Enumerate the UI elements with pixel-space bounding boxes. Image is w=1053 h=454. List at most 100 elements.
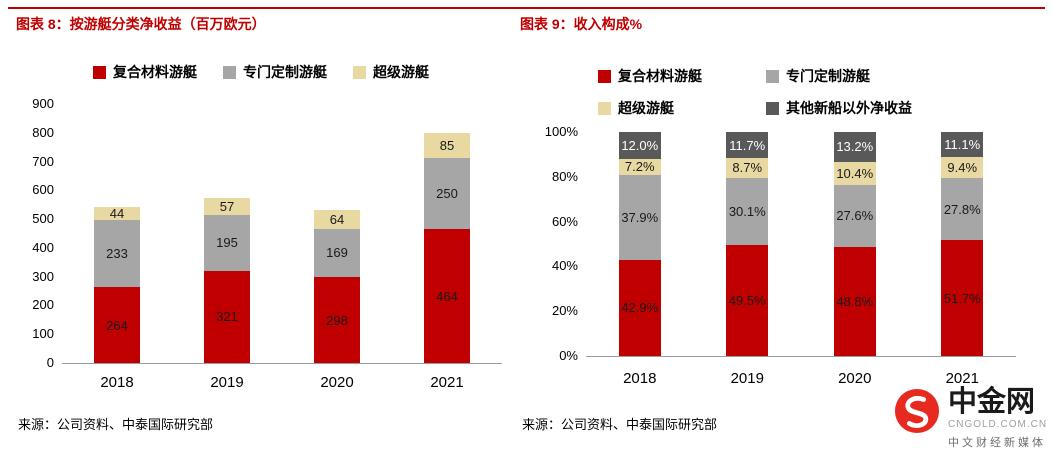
bar-value-label: 169	[326, 245, 348, 261]
x-axis-label: 2020	[320, 374, 354, 391]
cngold-logo-icon	[894, 388, 940, 434]
bar-segment: 195	[204, 214, 250, 271]
legend-item: 超级游艇	[598, 98, 766, 118]
bar-value-label: 42.9%	[621, 300, 659, 316]
plot-area: 42.9% 37.9% 7.2% 12.0% 49.5% 30.1% 8.7% 11.7% 48…	[586, 132, 1016, 357]
bar-segment: 57	[204, 198, 250, 215]
x-axis-label: 2021	[945, 370, 979, 387]
bar-value-label: 7.2%	[624, 159, 655, 175]
legend-swatch	[766, 69, 779, 83]
legend-swatch	[766, 101, 779, 115]
bar-segment: 250	[424, 157, 470, 230]
y-tick-label: 200	[32, 297, 54, 313]
bar-segment: 10.4%	[833, 161, 876, 185]
bar-value-label: 57	[219, 198, 235, 214]
y-tick-label: 700	[32, 153, 54, 169]
source-note: 来源：公司资料、中泰国际研究部	[522, 417, 718, 432]
bar-segment: 49.5%	[726, 245, 769, 356]
x-axis-label: 2018	[623, 370, 657, 387]
y-tick-label: 600	[32, 182, 54, 198]
bar-value-label: 48.8%	[836, 293, 874, 309]
bar-segment: 27.6%	[833, 184, 876, 247]
bar-2020: 298 169 64	[314, 210, 360, 363]
bar-value-label: 11.1%	[944, 136, 981, 152]
x-axis-label: 2021	[430, 374, 464, 391]
logo-tagline: 中文财经新媒体	[948, 437, 1046, 449]
x-axis-label: 2019	[730, 370, 764, 387]
legend-label: 超级游艇	[373, 64, 429, 80]
y-tick-label: 300	[32, 268, 54, 284]
bar-2020: 48.8% 27.6% 10.4% 13.2%	[833, 132, 876, 356]
legend-item: 复合材料游艇	[93, 62, 197, 82]
legend-label: 超级游艇	[618, 100, 674, 116]
bar-segment: 85	[424, 133, 470, 158]
chart-title: 图表 8：按游艇分类净收益（百万欧元）	[16, 16, 266, 32]
bar-value-label: 85	[439, 137, 455, 153]
bar-segment: 44	[94, 206, 140, 222]
bar-value-label: 10.4%	[836, 165, 874, 181]
legend-label: 专门定制游艇	[786, 68, 870, 84]
source-note: 来源：公司资料、中泰国际研究部	[18, 417, 214, 432]
legend-item: 专门定制游艇	[223, 62, 327, 82]
bar-value-label: 30.1%	[728, 203, 766, 219]
legend-item: 复合材料游艇	[598, 66, 766, 86]
bar-2019: 321 195 57	[204, 198, 250, 363]
logo-domain: CNGOLD.COM.CN	[948, 419, 1048, 430]
chart-title: 图表 9：收入构成%	[520, 16, 643, 32]
bar-value-label: 9.4%	[947, 159, 978, 175]
bar-segment: 64	[314, 210, 360, 229]
bar-segment: 9.4%	[941, 156, 984, 178]
legend-label: 专门定制游艇	[243, 64, 327, 80]
bar-value-label: 464	[436, 288, 458, 304]
y-tick-label: 0	[46, 355, 54, 370]
bar-value-label: 51.7%	[943, 290, 981, 306]
y-axis: 100% 80% 60% 40% 20% 0%	[532, 124, 578, 363]
legend: 复合材料游艇 专门定制游艇 超级游艇	[14, 62, 508, 82]
bar-segment: 11.7%	[726, 132, 769, 159]
bar-segment: 37.9%	[618, 175, 661, 260]
bar-value-label: 13.2%	[836, 139, 874, 155]
legend-item: 其他新船以外净收益	[766, 98, 912, 118]
bar-segment: 27.8%	[941, 177, 984, 241]
bar-value-label: 64	[329, 211, 345, 227]
bar-segment: 42.9%	[618, 259, 661, 356]
y-tick-label: 80%	[551, 168, 578, 184]
bar-value-label: 11.7%	[729, 137, 766, 153]
y-tick-label: 400	[32, 239, 54, 255]
bar-value-label: 37.9%	[621, 209, 659, 225]
bar-value-label: 298	[326, 312, 348, 328]
bar-segment: 321	[204, 270, 250, 363]
bar-segment: 13.2%	[833, 132, 876, 162]
bar-segment: 30.1%	[726, 177, 769, 246]
legend-item: 专门定制游艇	[766, 66, 912, 86]
y-tick-label: 100%	[544, 124, 578, 139]
x-axis-label: 2019	[210, 374, 244, 391]
bar-segment: 7.2%	[618, 158, 661, 176]
y-tick-label: 500	[32, 211, 54, 227]
legend-swatch	[223, 65, 236, 79]
bar-value-label: 27.8%	[943, 201, 981, 217]
bar-value-label: 195	[216, 235, 238, 251]
bar-value-label: 8.7%	[732, 160, 763, 176]
bar-value-label: 49.5%	[728, 293, 766, 309]
legend: 复合材料游艇 专门定制游艇超级游艇 其他新船以外净收益	[598, 66, 912, 118]
y-tick-label: 0%	[559, 348, 578, 363]
legend-swatch	[598, 101, 611, 115]
bar-2018: 42.9% 37.9% 7.2% 12.0%	[618, 132, 661, 356]
bar-value-label: 264	[106, 317, 128, 333]
y-axis: 900 800 700 600 500 400 300 200 100 0	[16, 96, 54, 370]
bar-value-label: 44	[109, 206, 125, 222]
bar-value-label: 233	[106, 246, 128, 261]
legend-swatch	[598, 69, 611, 83]
bar-value-label: 321	[216, 309, 238, 325]
chart-panel-revenue-mix: 图表 9：收入构成% 复合材料游艇 专门定制游艇超级游艇 其他新船以外净收益 100…	[518, 14, 1048, 450]
legend-swatch	[353, 65, 366, 79]
bar-segment: 464	[424, 229, 470, 363]
legend-item: 超级游艇	[353, 62, 429, 82]
bar-2018: 264 233 44	[94, 206, 140, 363]
bar-segment: 48.8%	[833, 246, 876, 356]
logo-brand: 中金网	[948, 386, 1036, 418]
bar-segment: 298	[314, 277, 360, 363]
x-axis-label: 2020	[838, 370, 872, 387]
